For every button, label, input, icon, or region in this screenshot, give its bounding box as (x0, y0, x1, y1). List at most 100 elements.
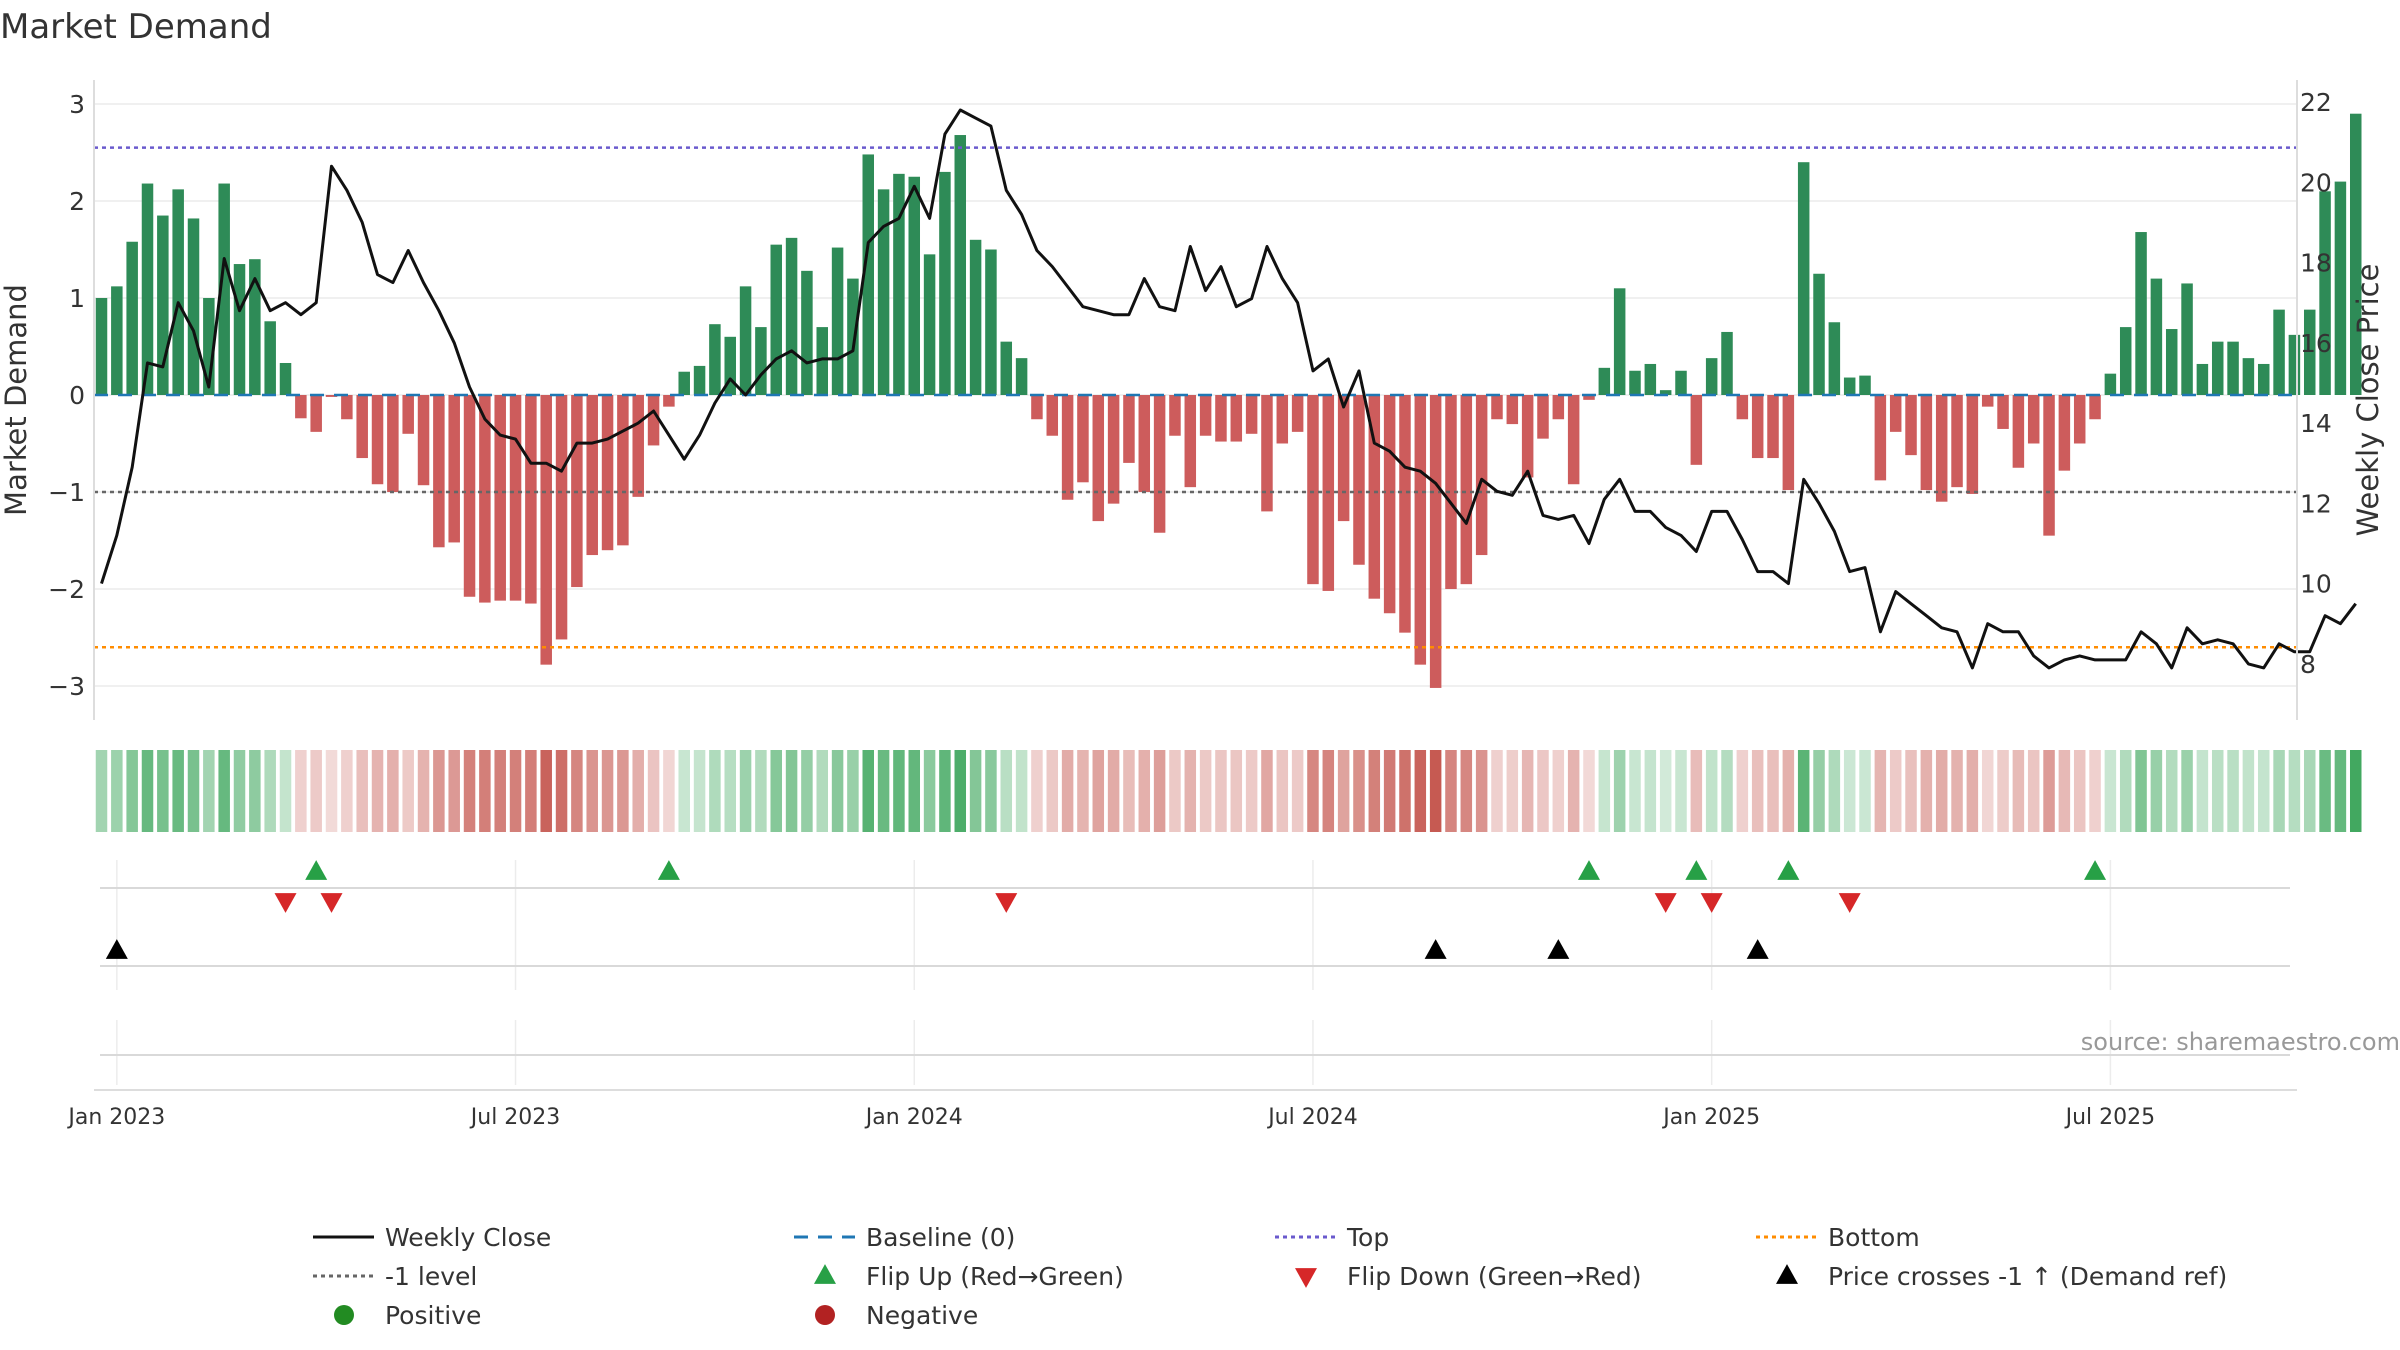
left-axis-label: Market Demand (0, 284, 33, 516)
heat-cell (1659, 750, 1672, 832)
demand-bar (1230, 395, 1243, 442)
demand-bar (2242, 358, 2255, 395)
heat-cell (755, 750, 767, 832)
heat-cell (1537, 750, 1549, 832)
heat-cell (264, 750, 276, 832)
heat-cell (985, 750, 997, 832)
heat-cell (2273, 750, 2285, 832)
heat-cell (1843, 750, 1856, 832)
heat-cell (1613, 750, 1626, 832)
chart-title: Market Demand (0, 7, 272, 47)
heat-cell (279, 750, 292, 832)
demand-bar (2119, 327, 2132, 395)
heat-cell (1307, 750, 1319, 832)
demand-bar (1705, 358, 1718, 395)
demand-bar (111, 286, 123, 395)
demand-bar (1046, 395, 1059, 436)
heat-cell (2334, 750, 2347, 832)
heat-cell (1337, 750, 1350, 832)
heat-cell (1245, 750, 1258, 832)
heat-cell (1721, 750, 1733, 832)
right-tick-label: 18 (2300, 249, 2332, 278)
demand-bar (1659, 390, 1672, 395)
demand-bar (1751, 395, 1764, 459)
heat-cell (1997, 750, 2009, 832)
heat-cell (1276, 750, 1289, 832)
flip-up-marker (2084, 860, 2107, 880)
heat-cell (893, 750, 905, 832)
heat-cell (709, 750, 721, 832)
heat-cell (877, 750, 890, 832)
price-cross-marker (1547, 939, 1570, 959)
heat-cell (1123, 750, 1135, 832)
demand-bar (755, 327, 767, 395)
heat-cell (923, 750, 936, 832)
heat-cell (218, 750, 230, 832)
heat-cell (1061, 750, 1074, 832)
heat-cell (1199, 750, 1212, 832)
demand-bar (417, 395, 430, 486)
heat-cell (295, 750, 307, 832)
left-tick-label: −1 (48, 478, 85, 507)
demand-bar (402, 395, 414, 434)
heat-cell (2211, 750, 2224, 832)
demand-bar (632, 395, 644, 497)
flip-down-marker (274, 893, 297, 913)
event-markers (100, 860, 2290, 1056)
heat-cell (1046, 750, 1059, 832)
heat-cell (1920, 750, 1933, 832)
legend-label: Flip Up (Red→Green) (866, 1262, 1124, 1291)
demand-bar (1031, 395, 1043, 420)
heat-cell (1015, 750, 1028, 832)
demand-bar (187, 218, 200, 395)
demand-bar (1307, 395, 1319, 585)
heat-cell (1813, 750, 1825, 832)
heat-cell (2165, 750, 2178, 832)
demand-bar (1644, 363, 1657, 395)
heat-cell (325, 750, 338, 832)
heat-cell (1736, 750, 1749, 832)
demand-bar (601, 395, 614, 551)
x-tick-label: Jul 2024 (1266, 1105, 1358, 1130)
heat-cell (1629, 750, 1641, 832)
demand-bar (249, 259, 261, 395)
demand-bar (264, 321, 276, 395)
heat-cell (862, 750, 875, 832)
price-cross-marker (105, 939, 128, 959)
legend-label: Baseline (0) (866, 1223, 1015, 1252)
heat-cell (2150, 750, 2163, 832)
left-tick-label: 2 (69, 187, 85, 216)
demand-bar (218, 183, 230, 395)
heat-cell (417, 750, 430, 832)
demand-bar (1813, 273, 1825, 395)
demand-bar (1736, 395, 1749, 420)
demand-bar (1429, 395, 1442, 688)
legend-item: Weekly Close (313, 1223, 551, 1252)
heat-cell (770, 750, 782, 832)
source-label: source: sharemaestro.com (2081, 1028, 2400, 1056)
demand-bars (95, 113, 2362, 688)
heat-cell (1429, 750, 1442, 832)
heat-cell (1675, 750, 1687, 832)
weekly-close-line (100, 108, 2357, 670)
heat-cell (1598, 750, 1611, 832)
demand-bar (801, 270, 813, 395)
heat-cell (1291, 750, 1304, 832)
heat-cell (494, 750, 506, 832)
heat-cell (2073, 750, 2086, 832)
demand-bar (1123, 395, 1135, 463)
heat-cell (1215, 750, 1227, 832)
demand-bar (1905, 395, 1917, 456)
left-tick-label: 3 (69, 90, 85, 119)
legend-label: Flip Down (Green→Red) (1347, 1262, 1642, 1291)
heat-cell (1138, 750, 1151, 832)
demand-bar (1368, 395, 1381, 599)
flip-down-marker (1838, 893, 1861, 913)
heat-cell (463, 750, 476, 832)
demand-bar (463, 395, 476, 597)
heat-cell (2257, 750, 2270, 832)
demand-bar (1261, 395, 1273, 512)
x-tick-label: Jan 2025 (1661, 1105, 1760, 1130)
legend-item: Top (1275, 1223, 1389, 1252)
